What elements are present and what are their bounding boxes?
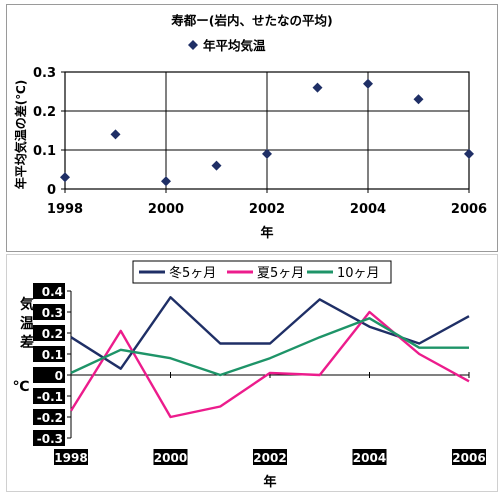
x-tick-label: 2000 (148, 202, 184, 217)
x-tick-label: 1998 (47, 202, 83, 217)
y-tick-label-bg (33, 304, 65, 320)
y-tick-label: 0.4 (42, 285, 63, 299)
x-tick-label: 2002 (253, 451, 286, 465)
legend: 冬5ヶ月 夏5ヶ月 10ヶ月 (132, 260, 392, 284)
x-tick-label: 2000 (154, 451, 187, 465)
line-chart: 冬5ヶ月 夏5ヶ月 10ヶ月 0.4 0.3 0.2 0.1 0 -0.1 -0.2 -0.3 199… (13, 260, 486, 490)
legend-box (132, 260, 392, 284)
scatter-chart-panel: 寿都ー(岩内、せたなの平均) 年平均気温 0 0.1 0.2 0.3 1998 2000 200… (6, 4, 498, 252)
legend-label: 夏5ヶ月 (257, 266, 304, 281)
y-tick-label: 0.2 (42, 327, 63, 341)
x-axis-label: 年 (260, 225, 273, 241)
x-tick-label: 2004 (350, 202, 386, 217)
data-point (413, 94, 424, 105)
data-point (110, 129, 121, 140)
y-axis-label-char: 差 (20, 334, 34, 351)
y-tick-label: 0 (47, 183, 56, 198)
y-tick-label: 0.3 (42, 306, 63, 320)
x-tick-label: 2004 (353, 451, 386, 465)
series-line (70, 317, 469, 377)
x-tick-label-bg (452, 449, 486, 465)
x-tick-label-bg (352, 449, 387, 465)
data-point (60, 172, 70, 183)
legend-label: 年平均気温 (203, 38, 266, 53)
y-tick-label: 0.3 (33, 66, 56, 81)
line-chart-panel: 冬5ヶ月 夏5ヶ月 10ヶ月 0.4 0.3 0.2 0.1 0 -0.1 -0.2 -0.3 199… (6, 254, 498, 492)
y-tick-label-bg (33, 388, 65, 404)
y-axis-label: 年平均気温の差(℃) (13, 80, 28, 190)
y-tick-label-bg (33, 409, 65, 425)
y-tick-label-bg (33, 325, 65, 341)
legend-label: 10ヶ月 (337, 266, 380, 281)
y-tick-label-bg (33, 367, 65, 383)
y-tick-label: 0.2 (33, 105, 56, 120)
data-point (262, 148, 272, 159)
x-tick-label: 2006 (451, 202, 487, 217)
x-tick-label: 1998 (54, 451, 87, 465)
y-axis-label-char: 温 (20, 316, 34, 332)
y-tick-label: 0.1 (42, 348, 63, 362)
x-tick-label: 2006 (452, 451, 485, 465)
legend-marker-diamond (188, 40, 198, 50)
data-point (363, 78, 373, 89)
y-axis-label-char: 気 (20, 296, 34, 313)
y-tick-label-bg (33, 430, 65, 446)
scatter-chart: 寿都ー(岩内、せたなの平均) 年平均気温 0 0.1 0.2 0.3 1998 2000 200… (13, 13, 487, 241)
data-point (211, 160, 222, 171)
chart-title: 寿都ー(岩内、せたなの平均) (171, 13, 332, 28)
y-tick-label: -0.1 (37, 390, 63, 404)
y-tick-label: -0.3 (37, 432, 63, 446)
x-tick-label: 2002 (249, 202, 285, 217)
data-point (464, 148, 474, 159)
data-point (312, 82, 323, 93)
x-tick-label-bg (253, 449, 287, 465)
y-axis-unit: ℃ (13, 379, 30, 395)
y-tick-label: -0.2 (37, 411, 63, 425)
y-tick-label-bg (33, 283, 65, 299)
x-tick-label-bg (54, 449, 88, 465)
x-axis-label: 年 (263, 474, 276, 490)
series-line (69, 310, 470, 419)
y-tick-label-bg (33, 346, 65, 362)
y-tick-label: 0 (55, 369, 63, 383)
legend-label: 冬5ヶ月 (169, 265, 216, 281)
x-tick-label-bg (153, 449, 188, 465)
y-tick-label: 0.1 (33, 144, 56, 159)
data-point (161, 176, 171, 187)
